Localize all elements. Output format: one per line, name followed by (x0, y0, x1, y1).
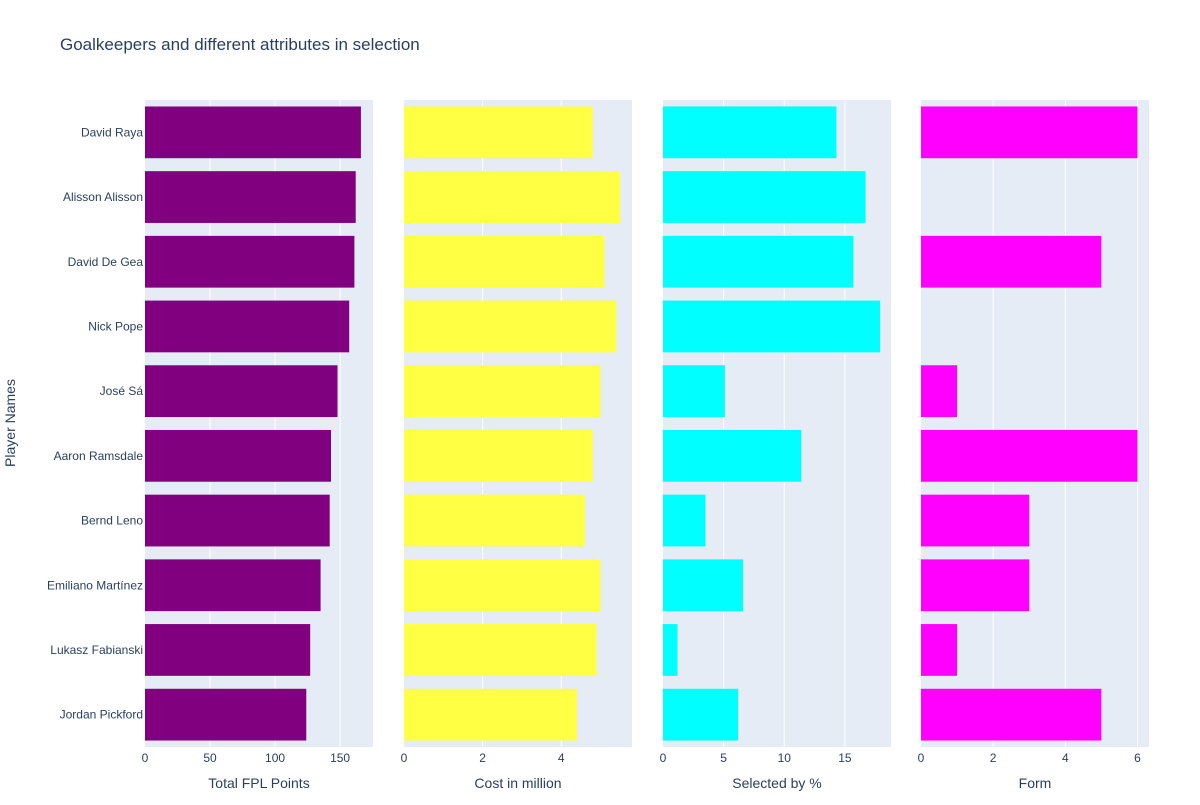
x-tick-label: 4 (1062, 751, 1069, 765)
bar-david-raya (663, 106, 837, 159)
bar-aaron-ramsdale (663, 429, 802, 482)
y-tick-label: Jordan Pickford (60, 708, 143, 722)
bar-emiliano-mart-nez (663, 559, 744, 612)
subplot-2: 0 2 4 Cost in million (401, 100, 632, 791)
bar-lukasz-fabianski (663, 624, 678, 676)
bar-jos-s- (145, 365, 338, 418)
x-tick-label: 0 (142, 751, 149, 765)
bar-jordan-pickford (145, 688, 307, 741)
bar-alisson-alisson (145, 171, 356, 223)
x-axis-title: Cost in million (474, 775, 561, 791)
bar-bernd-leno (921, 494, 1030, 547)
y-tick-label: Aaron Ramsdale (54, 449, 144, 463)
x-tick-label: 10 (778, 751, 792, 765)
bar-lukasz-fabianski (921, 624, 958, 676)
plot-background (921, 100, 1149, 747)
chart-title: Goalkeepers and different attributes in … (60, 35, 420, 54)
x-tick-label: 5 (720, 751, 727, 765)
x-tick-label: 0 (401, 751, 408, 765)
bar-jos-s- (663, 365, 725, 418)
y-tick-label: Alisson Alisson (63, 190, 143, 204)
y-tick-label: José Sá (100, 384, 144, 398)
bar-lukasz-fabianski (404, 624, 597, 676)
x-tick-label: 2 (990, 751, 997, 765)
bar-aaron-ramsdale (404, 429, 593, 482)
bar-nick-pope (404, 300, 617, 353)
bar-david-raya (145, 106, 361, 159)
bar-emiliano-mart-nez (404, 559, 601, 612)
subplot-3: 0 5 10 15 Selected by % (660, 100, 891, 791)
x-tick-label: 50 (203, 751, 217, 765)
bar-jordan-pickford (921, 688, 1102, 741)
x-axis-title: Selected by % (732, 775, 822, 791)
x-tick-label: 0 (918, 751, 925, 765)
bar-jos-s- (921, 365, 958, 418)
y-tick-label: Nick Pope (88, 319, 143, 333)
bar-jordan-pickford (663, 688, 739, 741)
subplot-1: 0 50 100 150 Total FPL Points (142, 100, 373, 791)
x-tick-label: 0 (660, 751, 667, 765)
bar-emiliano-mart-nez (145, 559, 321, 612)
bar-lukasz-fabianski (145, 624, 311, 676)
y-tick-label: Emiliano Martínez (47, 578, 143, 592)
bar-aaron-ramsdale (921, 429, 1138, 482)
x-tick-label: 100 (265, 751, 285, 765)
bar-aaron-ramsdale (145, 429, 331, 482)
bar-david-de-gea (404, 235, 605, 288)
bar-nick-pope (663, 300, 881, 353)
bar-david-de-gea (145, 235, 355, 288)
x-axis-title: Form (1019, 775, 1052, 791)
subplot-4: 0 2 4 6 Form (918, 100, 1149, 791)
y-tick-label: David De Gea (68, 255, 144, 269)
bar-david-de-gea (663, 235, 854, 288)
bar-nick-pope (145, 300, 350, 353)
bar-alisson-alisson (663, 171, 866, 223)
bar-david-raya (404, 106, 593, 159)
x-tick-label: 6 (1134, 751, 1141, 765)
x-tick-label: 15 (838, 751, 852, 765)
bar-jordan-pickford (404, 688, 577, 741)
bar-bernd-leno (145, 494, 330, 547)
y-tick-label: David Raya (81, 125, 143, 139)
x-tick-label: 2 (479, 751, 486, 765)
y-tick-label: Bernd Leno (81, 514, 143, 528)
bar-bernd-leno (663, 494, 706, 547)
bar-david-de-gea (921, 235, 1102, 288)
bar-alisson-alisson (404, 171, 621, 223)
y-tick-label: Lukasz Fabianski (50, 643, 143, 657)
x-axis-title: Total FPL Points (208, 775, 309, 791)
bar-emiliano-mart-nez (921, 559, 1030, 612)
bar-david-raya (921, 106, 1138, 159)
bar-jos-s- (404, 365, 601, 418)
x-tick-label: 4 (558, 751, 565, 765)
y-axis-title: Player Names (2, 379, 18, 467)
x-tick-label: 150 (330, 751, 350, 765)
bar-bernd-leno (404, 494, 585, 547)
